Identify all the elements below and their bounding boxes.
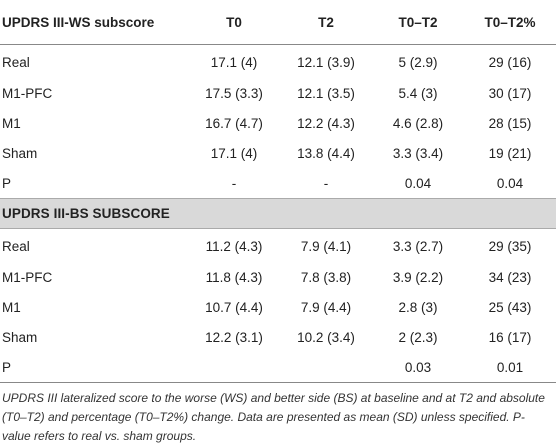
cell: 16 (17)	[488, 329, 532, 345]
table-row-p-value: P 0.03 0.01	[0, 352, 556, 383]
table-footnote: UPDRS III lateralized score to the worse…	[2, 391, 545, 443]
cell	[280, 352, 372, 383]
table-row: M1-PFC 11.8 (4.3) 7.8 (3.8) 3.9 (2.2) 34…	[0, 262, 556, 292]
table-row: Real 11.2 (4.3) 7.9 (4.1) 3.3 (2.7) 29 (…	[0, 229, 556, 263]
header-t0-t2-percent: T0–T2%	[464, 0, 556, 45]
header-ws-subscore: UPDRS III-WS subscore	[0, 0, 188, 45]
table-row: M1 16.7 (4.7) 12.2 (4.3) 4.6 (2.8) 28 (1…	[0, 108, 556, 138]
cell: -	[231, 175, 237, 191]
cell: 34 (23)	[488, 269, 532, 285]
results-table: UPDRS III-WS subscore T0 T2 T0–T2 T0–T2%…	[0, 0, 556, 383]
header-t0: T0	[188, 0, 280, 45]
cell: 19 (21)	[488, 145, 532, 161]
cell: 5 (2.9)	[398, 55, 438, 70]
cell: 28 (15)	[488, 115, 532, 131]
cell: 0.03	[372, 352, 464, 383]
cell: 4.6 (2.8)	[392, 115, 444, 131]
cell: 17.1 (4)	[210, 55, 258, 70]
cell: 12.2 (4.3)	[297, 115, 355, 131]
table-row: Real 17.1 (4) 12.1 (3.9) 5 (2.9) 29 (16)	[0, 45, 556, 79]
row-label: Sham	[2, 145, 38, 161]
header-t0-t2: T0–T2	[372, 0, 464, 45]
section-header-row: UPDRS III-BS SUBSCORE	[0, 198, 556, 229]
cell: 11.2 (4.3)	[205, 239, 263, 254]
cell: 13.8 (4.4)	[297, 145, 355, 161]
table-row: M1-PFC 17.5 (3.3) 12.1 (3.5) 5.4 (3) 30 …	[0, 78, 556, 108]
cell: 3.3 (2.7)	[392, 239, 444, 254]
table-header-row: UPDRS III-WS subscore T0 T2 T0–T2 T0–T2%	[0, 0, 556, 45]
cell: 25 (43)	[488, 299, 532, 315]
cell: 17.5 (3.3)	[205, 85, 263, 101]
row-label: M1-PFC	[2, 269, 53, 285]
cell: 5.4 (3)	[398, 85, 438, 101]
cell: 29 (16)	[488, 55, 532, 70]
cell	[188, 352, 280, 383]
cell: 0.04	[496, 175, 524, 191]
row-label: Real	[2, 55, 30, 70]
cell: 0.04	[404, 175, 432, 191]
cell: 12.2 (3.1)	[205, 329, 263, 345]
table-row: M1 10.7 (4.4) 7.9 (4.4) 2.8 (3) 25 (43)	[0, 292, 556, 322]
bs-section-title: UPDRS III-BS SUBSCORE	[0, 198, 556, 229]
cell: 2 (2.3)	[398, 329, 438, 345]
cell: 12.1 (3.9)	[297, 55, 355, 70]
cell: 10.7 (4.4)	[205, 299, 263, 315]
row-label: M1-PFC	[2, 85, 53, 101]
row-label: Real	[2, 239, 30, 254]
cell: 17.1 (4)	[210, 145, 258, 161]
row-label: Sham	[2, 329, 38, 345]
row-label: M1	[2, 115, 21, 131]
cell: 16.7 (4.7)	[205, 115, 263, 131]
cell: 0.01	[464, 352, 556, 383]
cell: 2.8 (3)	[398, 299, 438, 315]
row-label: P	[2, 175, 12, 191]
table-row: Sham 17.1 (4) 13.8 (4.4) 3.3 (3.4) 19 (2…	[0, 138, 556, 168]
cell: 12.1 (3.5)	[297, 85, 355, 101]
cell: 29 (35)	[488, 239, 532, 254]
table-row: Sham 12.2 (3.1) 10.2 (3.4) 2 (2.3) 16 (1…	[0, 322, 556, 352]
cell: 30 (17)	[488, 85, 532, 101]
cell: 3.9 (2.2)	[392, 269, 444, 285]
cell: 7.9 (4.4)	[300, 299, 352, 315]
row-label: P	[0, 352, 188, 383]
cell: 10.2 (3.4)	[297, 329, 355, 345]
row-label: M1	[2, 299, 21, 315]
cell: 11.8 (4.3)	[205, 269, 263, 285]
cell: 3.3 (3.4)	[392, 145, 444, 161]
header-t2: T2	[280, 0, 372, 45]
cell: 7.9 (4.1)	[300, 239, 352, 254]
cell: 7.8 (3.8)	[300, 269, 352, 285]
cell: -	[323, 175, 329, 191]
table-row-p-value: P - - 0.04 0.04	[0, 168, 556, 199]
